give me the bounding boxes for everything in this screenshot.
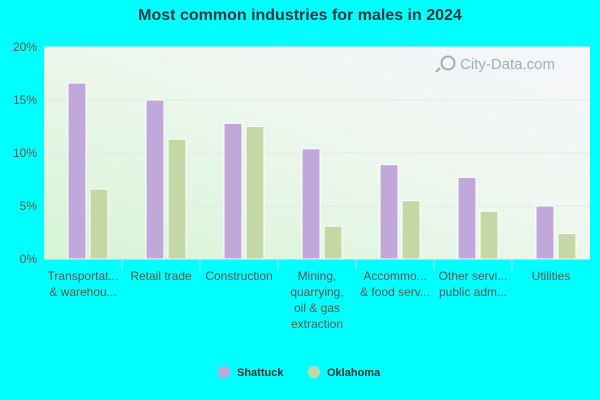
- bar-oklahoma[interactable]: [479, 210, 499, 260]
- bar-shattuck[interactable]: [67, 82, 87, 260]
- watermark: City-Data.com: [435, 55, 555, 73]
- bar-shattuck[interactable]: [145, 99, 165, 260]
- legend-label-shattuck: Shattuck: [237, 367, 284, 379]
- bar-oklahoma[interactable]: [323, 225, 343, 260]
- y-tick-label: 20%: [13, 40, 37, 54]
- bar-shattuck[interactable]: [223, 122, 243, 260]
- x-tick-label: Utilities: [532, 269, 571, 283]
- y-tick-label: 10%: [13, 146, 37, 160]
- bar-oklahoma[interactable]: [245, 126, 265, 260]
- bar-shattuck[interactable]: [457, 176, 477, 260]
- bar-oklahoma[interactable]: [167, 138, 187, 260]
- x-tick-label: Construction: [205, 269, 272, 283]
- bar-shattuck[interactable]: [301, 148, 321, 260]
- bar-shattuck[interactable]: [379, 164, 399, 260]
- bar-oklahoma[interactable]: [557, 233, 577, 260]
- legend-label-oklahoma: Oklahoma: [327, 367, 381, 379]
- x-tick-label: Transportat... & warehou...: [48, 269, 119, 299]
- x-tick-label: Retail trade: [130, 269, 192, 283]
- watermark-text: City-Data.com: [460, 56, 555, 73]
- y-tick-label: 0%: [20, 252, 38, 266]
- x-tick-label: Mining, quarrying, oil & gas extraction: [290, 269, 343, 331]
- watermark-search-icon: [435, 55, 456, 73]
- x-tick-label: Accommo... & food serv...: [360, 269, 430, 299]
- bar-shattuck[interactable]: [535, 205, 555, 260]
- legend-swatch-shattuck: [218, 366, 230, 378]
- x-tick-label: Other servi... public adm...: [439, 269, 508, 299]
- chart-title: Most common industries for males in 2024: [138, 7, 462, 24]
- bar-oklahoma[interactable]: [89, 188, 109, 260]
- bar-oklahoma[interactable]: [401, 200, 421, 260]
- y-tick-label: 15%: [13, 93, 37, 107]
- y-tick-label: 5%: [20, 199, 38, 213]
- legend-swatch-oklahoma: [308, 366, 320, 378]
